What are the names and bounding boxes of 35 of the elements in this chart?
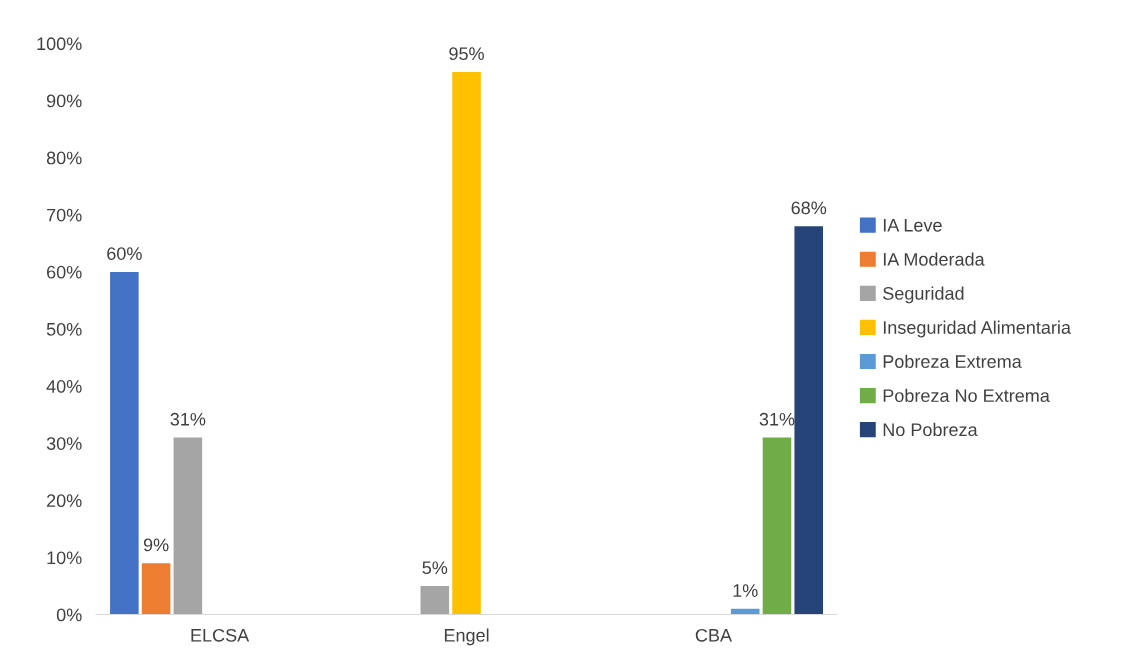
y-tick-label: 80% xyxy=(46,151,82,165)
y-tick-label: 0% xyxy=(56,608,82,622)
bar xyxy=(794,226,824,615)
legend-label: Pobreza Extrema xyxy=(883,354,1022,368)
bar xyxy=(762,437,792,615)
legend-label: Seguridad xyxy=(883,286,964,304)
y-tick-label: 30% xyxy=(46,437,82,450)
x-tick-label: Engel xyxy=(444,628,489,646)
data-label: 1% xyxy=(733,584,758,597)
y-tick-label: 40% xyxy=(46,380,82,393)
data-label: 60% xyxy=(107,247,142,260)
data-label: 5% xyxy=(422,561,448,575)
data-label: 95% xyxy=(449,47,484,61)
data-label: 68% xyxy=(791,201,827,215)
legend-label: No Pobreza xyxy=(883,422,978,437)
y-tick-label: 10% xyxy=(47,551,82,565)
y-tick-label: 100% xyxy=(37,37,82,51)
bar xyxy=(173,437,203,615)
y-tick-label: 90% xyxy=(46,94,82,108)
bar xyxy=(452,71,481,615)
y-tick-label: 60% xyxy=(47,265,82,279)
legend-label: Pobreza No Extrema xyxy=(883,388,1050,403)
y-tick-label: 50% xyxy=(46,322,82,336)
legend-label: IA Moderada xyxy=(883,252,985,266)
bar xyxy=(141,563,171,615)
bar xyxy=(110,271,139,615)
data-label: 9% xyxy=(143,538,169,552)
y-tick-label: 20% xyxy=(47,494,82,508)
data-label: 31% xyxy=(170,412,206,426)
legend-label: Inseguridad Alimentaria xyxy=(883,320,1071,338)
legend-label: IA Leve xyxy=(883,219,942,232)
y-tick-label: 70% xyxy=(47,208,82,222)
bar xyxy=(420,586,450,615)
x-tick-label: CBA xyxy=(695,628,732,642)
x-tick-label: ELCSA xyxy=(191,628,250,642)
